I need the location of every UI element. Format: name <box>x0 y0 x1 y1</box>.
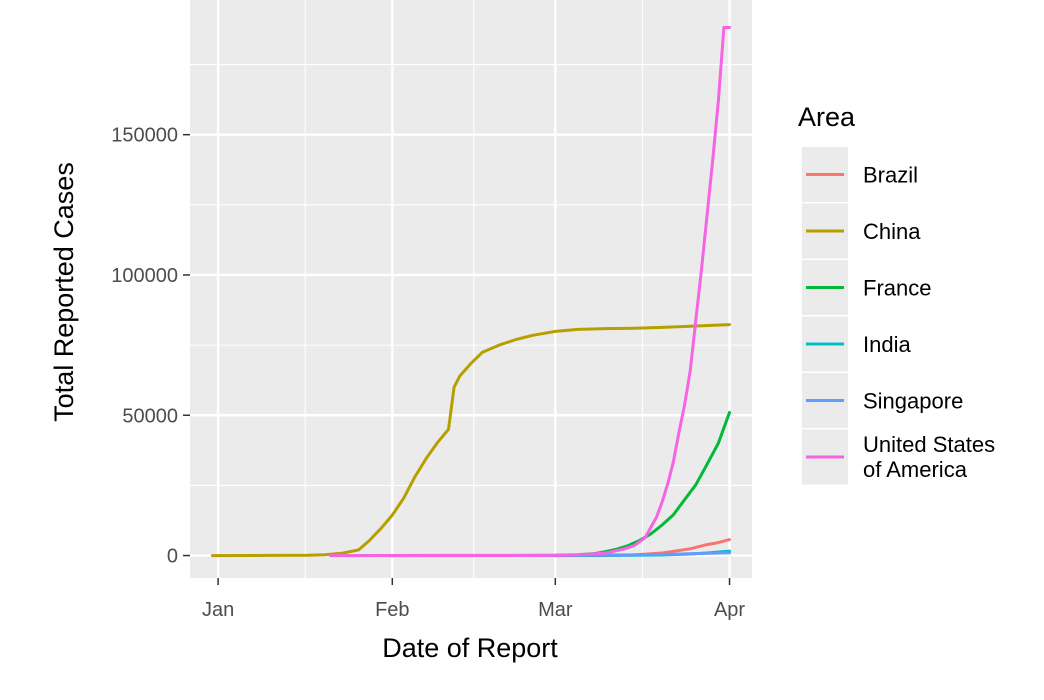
legend-label-united-states-of-america: United States of America <box>863 432 995 482</box>
legend-label-france: France <box>863 276 931 301</box>
legend: Area Brazil China France India Singapore Unit… <box>798 102 995 485</box>
x-tick-label: Apr <box>714 599 745 621</box>
legend-title: Area <box>798 102 856 132</box>
x-tick-label: Jan <box>202 599 234 621</box>
y-tick-label: 150000 <box>111 125 178 147</box>
major-gridlines <box>190 0 752 578</box>
legend-label-singapore: Singapore <box>863 389 963 414</box>
x-tick-label: Feb <box>375 599 409 621</box>
legend-label-india: India <box>863 332 911 357</box>
series-line-china <box>211 323 731 558</box>
plot-panel <box>190 0 752 578</box>
series-lines <box>211 26 731 558</box>
legend-label-brazil: Brazil <box>863 163 918 188</box>
minor-gridlines <box>190 0 752 578</box>
x-axis: Jan Feb Mar Apr <box>202 578 745 621</box>
series-line-united-states-of-america <box>329 26 731 558</box>
x-tick-label: Mar <box>538 599 573 621</box>
y-axis: 0 50000 100000 150000 <box>111 125 190 568</box>
y-tick-label: 0 <box>167 546 178 568</box>
legend-label-china: China <box>863 219 921 244</box>
y-tick-label: 100000 <box>111 265 178 287</box>
y-tick-label: 50000 <box>122 405 178 427</box>
y-axis-title: Total Reported Cases <box>49 162 79 422</box>
x-axis-title: Date of Report <box>382 633 558 663</box>
